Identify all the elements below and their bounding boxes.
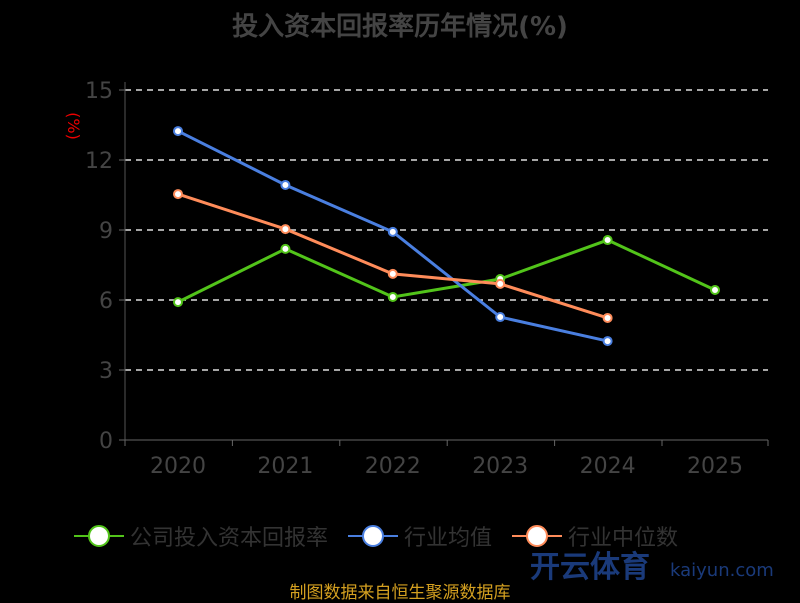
data-point <box>280 224 291 235</box>
legend-marker-icon <box>348 525 399 547</box>
data-point <box>387 226 398 237</box>
data-point <box>280 179 291 190</box>
y-axis-label: (%) <box>64 112 83 140</box>
y-tick-label: 6 <box>99 289 113 314</box>
legend: 公司投入资本回报率 行业均值 行业中位数 <box>74 520 678 552</box>
x-tick-label: 2022 <box>365 454 421 479</box>
y-tick-label: 15 <box>85 79 113 104</box>
y-tick-label: 3 <box>99 359 113 384</box>
data-point <box>173 297 183 308</box>
data-point <box>602 235 613 246</box>
y-tick-label: 12 <box>85 149 113 174</box>
chart-title: 投入资本回报率历年情况(%) <box>232 12 568 42</box>
x-tick-label: 2025 <box>687 454 743 479</box>
watermark-url: kaiyun.com <box>670 560 774 581</box>
data-point <box>495 312 506 323</box>
legend-label: 行业中位数 <box>568 526 679 551</box>
x-tick-label: 2020 <box>150 454 206 479</box>
source-note: 制图数据来自恒生聚源数据库 <box>289 583 511 603</box>
watermark-logo: 开云体育 <box>530 550 650 585</box>
data-point <box>602 336 613 347</box>
legend-marker-icon <box>74 525 124 547</box>
y-tick-label: 9 <box>99 219 113 244</box>
data-point <box>710 284 720 295</box>
data-point <box>387 291 398 302</box>
data-point <box>280 243 291 254</box>
legend-label: 行业均值 <box>404 526 493 551</box>
x-tick-label: 2023 <box>472 454 528 479</box>
x-tick-label: 2024 <box>580 454 636 479</box>
y-tick-label: 0 <box>99 429 113 454</box>
legend-item-company[interactable]: 公司投入资本回报率 <box>74 520 328 552</box>
x-tick-label: 2021 <box>257 454 313 479</box>
data-point <box>173 126 183 137</box>
legend-label: 公司投入资本回报率 <box>130 526 329 551</box>
data-point <box>602 312 613 323</box>
legend-item-industry-avg[interactable]: 行业均值 <box>348 520 492 552</box>
series-line-0 <box>177 238 716 304</box>
legend-marker-icon <box>512 525 563 547</box>
data-point <box>495 278 506 289</box>
data-point <box>387 268 398 279</box>
data-point <box>173 189 183 200</box>
legend-item-industry-median[interactable]: 行业中位数 <box>512 520 678 552</box>
